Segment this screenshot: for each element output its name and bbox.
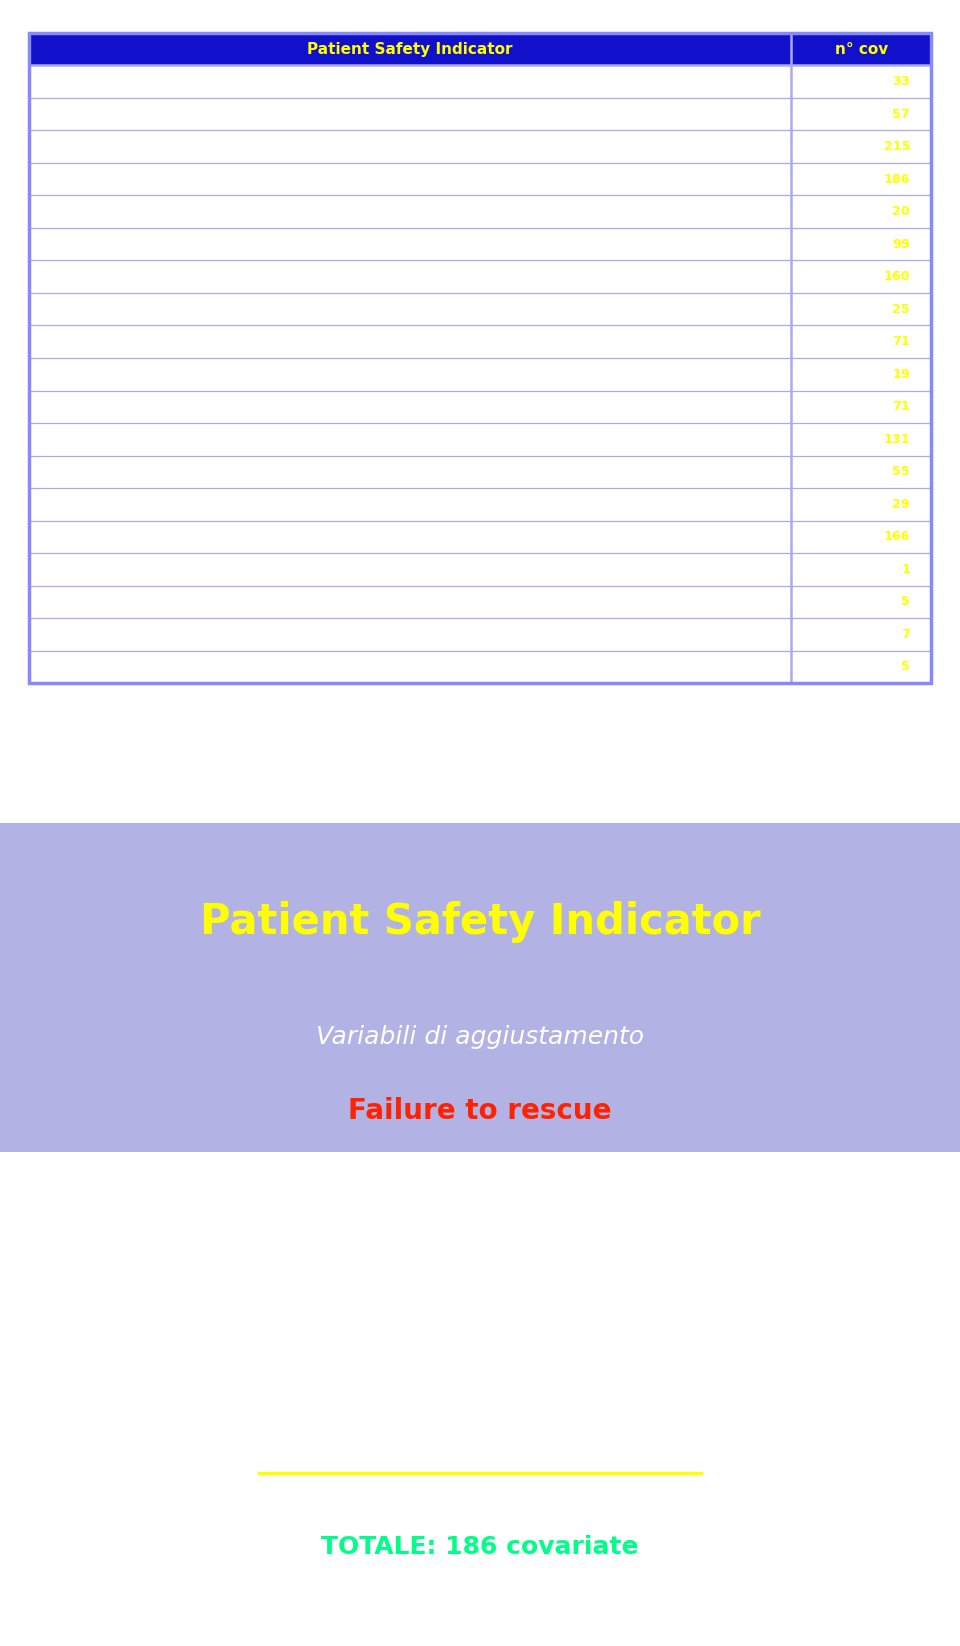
Text: 57: 57 <box>893 107 910 120</box>
Text: Variabili di aggiustamento: Variabili di aggiustamento <box>316 1025 644 1049</box>
Text: PSI #12 – Postoperative Pulmonary Embolism or Deep Vein Thrombosis: PSI #12 – Postoperative Pulmonary Emboli… <box>39 433 485 446</box>
Text: PSI #6 – Iatrogenic Pneumothorax: PSI #6 – Iatrogenic Pneumothorax <box>39 237 253 250</box>
Text: 25: 25 <box>893 303 910 316</box>
Text: PSI #2 – Death in Low Mortality DRGs: PSI #2 – Death in Low Mortality DRGs <box>39 107 276 120</box>
Text: PSI #19 – Obstetric Trauma —Vaginal Delivery without Instrument: PSI #19 – Obstetric Trauma —Vaginal Deli… <box>39 627 453 640</box>
Text: 55: 55 <box>893 466 910 479</box>
Text: 5: 5 <box>901 660 910 673</box>
Text: PSI #17 – Birth Trauma—Injury to Neonate: PSI #17 – Birth Trauma—Injury to Neonate <box>39 563 305 576</box>
Text: 71: 71 <box>893 400 910 413</box>
Text: PSI #3 – Decubitus Ulcer: PSI #3 – Decubitus Ulcer <box>39 140 195 153</box>
Text: PSI #5 – Foreign Body Left During Procedure: PSI #5 – Foreign Body Left During Proced… <box>39 206 318 219</box>
Text: 7: 7 <box>901 627 910 640</box>
Text: PSI #10 – Postoperative Physiologic and Metabolic Derangements: PSI #10 – Postoperative Physiologic and … <box>39 367 452 380</box>
Text: PSI #1 – Complications of Anesthesia: PSI #1 – Complications of Anesthesia <box>39 76 273 89</box>
Text: 19: 19 <box>893 367 910 380</box>
Text: PSI #15 – Accidental Puncture or Laceration: PSI #15 – Accidental Puncture or Lacerat… <box>39 530 315 543</box>
Text: PSI #13 – Postoperative Sepsis: PSI #13 – Postoperative Sepsis <box>39 466 233 479</box>
Bar <box>29 33 931 66</box>
Text: PSI #7 – Selected Infections Due to Medical Care: PSI #7 – Selected Infections Due to Medi… <box>39 270 347 283</box>
Bar <box>0 823 960 1152</box>
Text: PSI #8 – Postoperative Hip Fracture: PSI #8 – Postoperative Hip Fracture <box>39 303 261 316</box>
Text: n° cov: n° cov <box>834 41 888 56</box>
Text: PSI #18 – Obstetric Trauma —Vaginal Delivery with Instrument: PSI #18 – Obstetric Trauma —Vaginal Deli… <box>39 596 433 609</box>
Text: PSI #11 – Postoperative Respiratory Failure: PSI #11 – Postoperative Respiratory Fail… <box>39 400 310 413</box>
Text: 215: 215 <box>883 140 910 153</box>
Text: Patient Safety Indicator: Patient Safety Indicator <box>307 41 513 56</box>
Text: PSI #20 – Obstetric Trauma—Cesarean Delivery: PSI #20 – Obstetric Trauma—Cesarean Deli… <box>39 660 339 673</box>
Text: 140 DRG modificati: 140 DRG modificati <box>317 1397 534 1417</box>
Text: 20: 20 <box>893 206 910 219</box>
Text: 20 classi di età + interaz: 20 classi di età + interaz <box>317 1266 595 1286</box>
Text: 131: 131 <box>883 433 910 446</box>
Text: Patient Safety Indicator: Patient Safety Indicator <box>200 900 760 943</box>
Text: 99: 99 <box>893 237 910 250</box>
Text: 186: 186 <box>884 173 910 186</box>
Text: PSI #14 – Postoperative Wound Dehiscence: PSI #14 – Postoperative Wound Dehiscence <box>39 497 313 510</box>
Text: 33: 33 <box>893 76 910 89</box>
Text: 29: 29 <box>893 497 910 510</box>
Text: Failure to rescue: Failure to rescue <box>348 1096 612 1126</box>
Text: 71: 71 <box>893 336 910 349</box>
Text: 5: 5 <box>901 596 910 609</box>
Text: 160: 160 <box>884 270 910 283</box>
Text: PSI #4 – Failure to Rescue: PSI #4 – Failure to Rescue <box>39 173 203 186</box>
Text: TOTALE: 186 covariate: TOTALE: 186 covariate <box>322 1536 638 1559</box>
Text: Sesso: Sesso <box>317 1200 381 1220</box>
Text: 25 comorbdità: 25 comorbdità <box>317 1332 480 1351</box>
Text: 1: 1 <box>901 563 910 576</box>
Text: 166: 166 <box>884 530 910 543</box>
Text: PSI #9 – Postoperative Hemorrhage or Hematoma: PSI #9 – Postoperative Hemorrhage or Hem… <box>39 336 353 349</box>
